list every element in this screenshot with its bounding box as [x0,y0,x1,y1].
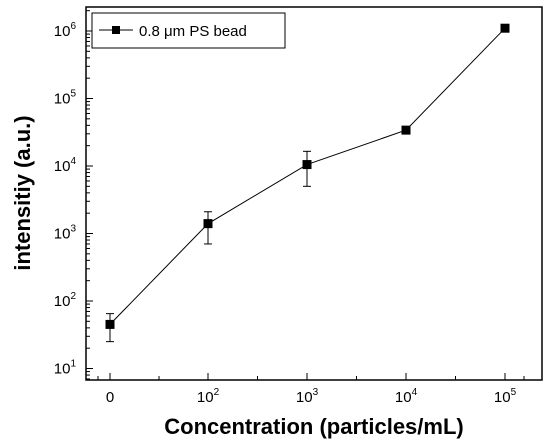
y-tick-label: 106 [54,21,77,40]
y-tick-label: 104 [54,156,77,175]
x-axis: 0 102 103 104 105 [97,373,525,406]
y-tick-label: 101 [54,359,77,378]
y-tick-label: 103 [54,224,77,243]
x-tick-label: 102 [197,387,220,406]
x-tick-label: 104 [395,387,418,406]
legend-label: 0.8 μm PS bead [139,23,247,40]
data-point [500,23,510,33]
data-point [401,125,411,135]
error-bars [106,26,509,343]
legend: 0.8 μm PS bead [91,12,286,49]
x-axis-title: Concentration (particles/mL) [164,414,463,439]
data-markers [105,23,510,329]
y-axis-title: intensitiy (a.u.) [10,115,35,270]
x-tick-label: 0 [106,389,114,406]
data-point [105,319,115,329]
x-tick-label: 103 [296,387,319,406]
legend-marker [112,26,120,34]
y-tick-label: 105 [54,89,77,108]
plot-frame [85,6,543,381]
x-tick-label: 105 [494,387,517,406]
y-axis: 101 102 103 104 105 106 [54,10,93,380]
data-point [203,219,213,229]
y-tick-label: 102 [54,291,77,310]
data-point [302,160,312,170]
